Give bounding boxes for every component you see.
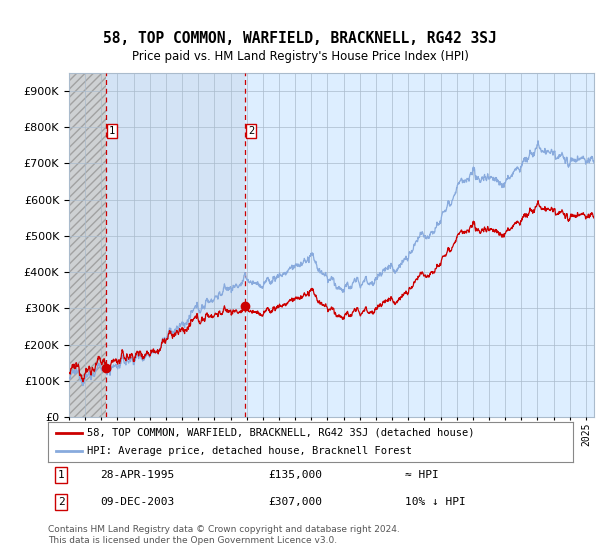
Text: 2: 2 [248,127,254,136]
Text: 1: 1 [58,470,65,480]
Text: Price paid vs. HM Land Registry's House Price Index (HPI): Price paid vs. HM Land Registry's House … [131,50,469,63]
Text: 28-APR-1995: 28-APR-1995 [101,470,175,480]
Text: 09-DEC-2003: 09-DEC-2003 [101,497,175,507]
Text: Contains HM Land Registry data © Crown copyright and database right 2024.
This d: Contains HM Land Registry data © Crown c… [48,525,400,545]
Text: 58, TOP COMMON, WARFIELD, BRACKNELL, RG42 3SJ: 58, TOP COMMON, WARFIELD, BRACKNELL, RG4… [103,31,497,46]
Text: ≈ HPI: ≈ HPI [405,470,439,480]
Text: £307,000: £307,000 [269,497,323,507]
Text: £135,000: £135,000 [269,470,323,480]
Text: 1: 1 [109,127,115,136]
Bar [106,73,245,417]
Text: HPI: Average price, detached house, Bracknell Forest: HPI: Average price, detached house, Brac… [88,446,412,456]
Text: 10% ↓ HPI: 10% ↓ HPI [405,497,466,507]
Text: 2: 2 [58,497,65,507]
Text: 58, TOP COMMON, WARFIELD, BRACKNELL, RG42 3SJ (detached house): 58, TOP COMMON, WARFIELD, BRACKNELL, RG4… [88,428,475,437]
Bar [69,73,106,417]
